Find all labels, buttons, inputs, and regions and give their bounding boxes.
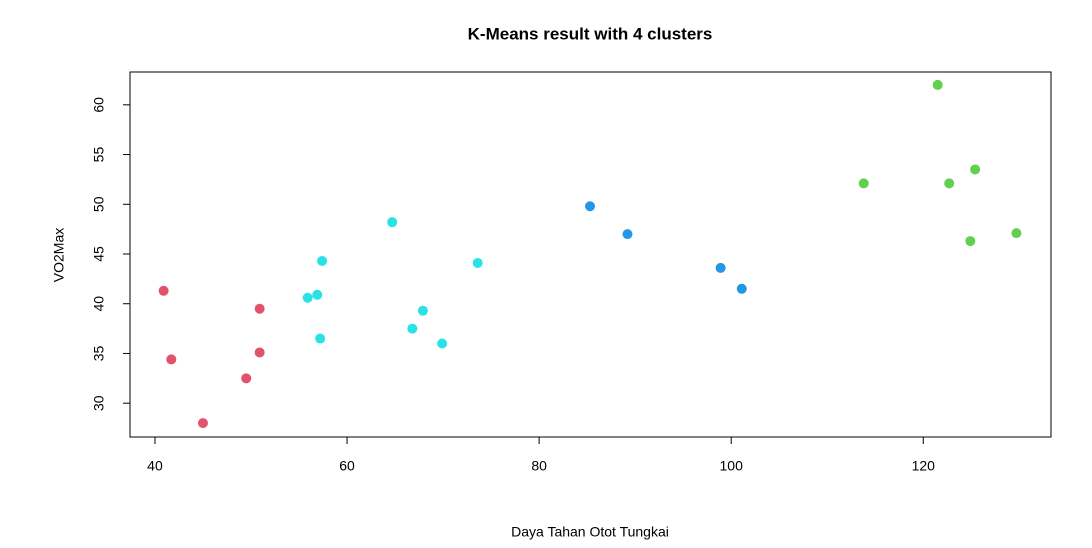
point [472, 257, 483, 268]
point [858, 178, 869, 189]
x-tick-label: 60 [339, 458, 355, 474]
y-tick-label: 40 [91, 296, 107, 312]
point [302, 292, 313, 303]
point [317, 255, 328, 266]
y-tick-label: 55 [91, 147, 107, 163]
point [254, 303, 265, 314]
point [315, 333, 326, 344]
point [622, 229, 633, 240]
x-tick-label: 40 [147, 458, 163, 474]
y-tick-label: 60 [91, 97, 107, 113]
point [585, 201, 596, 212]
point [241, 373, 252, 384]
point [1011, 228, 1022, 239]
y-axis-label: VO2Max [51, 228, 67, 282]
y-tick-label: 45 [91, 246, 107, 262]
y-tick-label: 50 [91, 196, 107, 212]
chart-title: K-Means result with 4 clusters [468, 24, 713, 43]
point [407, 323, 418, 334]
x-tick-label: 120 [912, 458, 936, 474]
point [932, 79, 943, 90]
point [387, 217, 398, 228]
point [970, 164, 981, 175]
x-tick-label: 80 [531, 458, 547, 474]
x-tick-label: 100 [720, 458, 744, 474]
x-axis-label: Daya Tahan Otot Tungkai [511, 524, 669, 540]
point [312, 289, 323, 300]
point [965, 236, 976, 247]
point [437, 338, 448, 349]
y-tick-label: 30 [91, 395, 107, 411]
point [158, 285, 169, 296]
point [944, 178, 955, 189]
y-tick-label: 35 [91, 345, 107, 361]
point [736, 283, 747, 294]
point [166, 354, 177, 365]
plot-frame [129, 71, 1052, 438]
point [197, 418, 208, 429]
point [417, 305, 428, 316]
point [254, 347, 265, 358]
point [715, 262, 726, 273]
